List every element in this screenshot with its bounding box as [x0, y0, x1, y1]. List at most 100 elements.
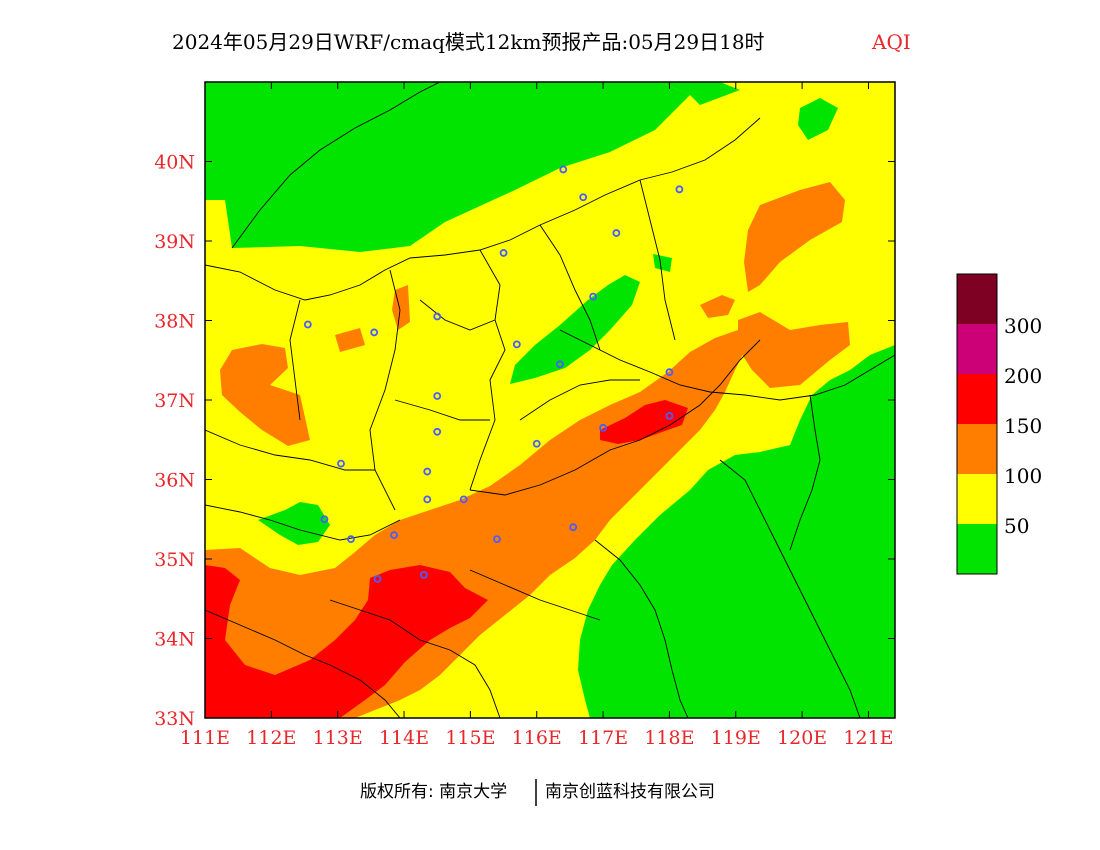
aqi-good-north: [205, 82, 690, 252]
aqi-usg-west-small-2: [335, 328, 365, 352]
station-marker: [675, 185, 684, 194]
station-marker: [320, 515, 329, 524]
y-tick-label: 37N: [154, 390, 195, 412]
legend-swatch-hazardous: [957, 274, 997, 324]
boundary-line: [419, 299, 496, 331]
station-marker: [569, 523, 578, 532]
legend-label: 100: [1004, 464, 1042, 488]
boundary-line: [539, 224, 601, 351]
x-tick-label: 111E: [180, 727, 230, 749]
station-marker: [559, 165, 568, 174]
station-marker: [459, 495, 468, 504]
y-tick-label: 40N: [154, 152, 195, 174]
legend: 300 200 150 100 50: [956, 273, 1042, 575]
map-title: 2024年05月29日WRF/cmaq模式12km预报产品:05月29日18时: [172, 30, 765, 54]
station-marker: [390, 531, 398, 540]
aqi-unhealthy-east: [600, 400, 688, 444]
station-marker: [433, 392, 442, 400]
station-marker: [347, 535, 355, 544]
y-tick-label: 39N: [154, 231, 195, 253]
station-marker: [512, 340, 521, 349]
station-marker: [420, 571, 428, 579]
station-marker: [373, 574, 382, 583]
station-marker: [579, 193, 588, 202]
station-marker: [423, 495, 432, 504]
legend-label: 300: [1004, 314, 1042, 338]
station-marker: [612, 229, 621, 237]
boundary-line: [205, 224, 541, 301]
x-tick-label: 114E: [379, 727, 429, 749]
legend-swatch-good: [957, 524, 997, 574]
boundary-line: [205, 504, 401, 541]
boundary-line: [639, 179, 676, 341]
aqi-usg-east-blob: [738, 312, 850, 388]
x-tick-label: 116E: [512, 727, 562, 749]
y-tick-label: 34N: [154, 629, 195, 651]
station-marker: [370, 328, 379, 337]
boundary-line: [205, 609, 401, 718]
boundary-line: [469, 569, 601, 621]
x-tick-label: 117E: [578, 727, 628, 749]
product-label: AQI: [871, 30, 911, 54]
boundary-line: [789, 394, 821, 551]
station-marker: [423, 467, 432, 476]
x-tick-label: 121E: [843, 727, 893, 749]
legend-swatch-usg: [957, 424, 997, 474]
boundary-line: [205, 429, 375, 471]
station-marker: [337, 459, 345, 468]
y-axis: 33N 34N 35N 36N 37N 38N 39N 40N: [154, 152, 895, 730]
station-marker: [665, 368, 674, 377]
aqi-good-north-tip: [660, 82, 740, 105]
legend-frame: [956, 273, 998, 575]
footer-copyright: 版权所有: 南京大学: [360, 782, 507, 802]
aqi-good-southeast: [578, 345, 895, 718]
boundary-line: [559, 329, 895, 401]
x-tick-label: 120E: [777, 727, 827, 749]
footer-company: 南京创蓝科技有限公司: [545, 782, 715, 802]
aqi-good-central-strip: [510, 275, 640, 384]
x-axis: 111E 112E 113E 114E 115E 116E 117E 118E 119E 120E…: [180, 82, 894, 749]
station-marker: [433, 312, 442, 321]
station-marker: [599, 423, 607, 432]
legend-swatch-unhealthy: [957, 374, 997, 424]
aqi-good-small-1: [653, 254, 672, 272]
boundary-line: [594, 539, 689, 718]
boundary-line: [231, 82, 441, 249]
station-marker: [665, 411, 674, 420]
aqi-map: [205, 82, 895, 718]
x-tick-label: 119E: [711, 727, 761, 749]
legend-swatch-very-unhealthy: [957, 324, 997, 374]
y-tick-label: 38N: [154, 311, 195, 333]
legend-swatch-moderate: [957, 474, 997, 524]
aqi-usg-west-blob: [220, 344, 310, 446]
x-tick-label: 112E: [246, 727, 296, 749]
legend-label: 150: [1004, 414, 1042, 438]
station-marker: [303, 320, 312, 329]
legend-label: 200: [1004, 364, 1042, 388]
station-marker: [556, 360, 564, 369]
legend-label: 50: [1004, 514, 1029, 538]
boundary-line: [719, 459, 861, 718]
station-marker: [433, 427, 442, 436]
y-tick-label: 35N: [154, 549, 195, 571]
boundary-line: [469, 339, 761, 496]
boundary-line: [539, 117, 761, 226]
aqi-unhealthy-south: [205, 565, 488, 718]
station-marker: [532, 439, 541, 448]
station-markers: [303, 165, 684, 583]
aqi-usg-ne-blob: [744, 182, 845, 292]
x-tick-label: 115E: [445, 727, 495, 749]
boundary-line: [329, 599, 501, 718]
station-marker: [499, 249, 508, 257]
station-marker: [589, 292, 598, 301]
x-tick-label: 118E: [644, 727, 694, 749]
boundary-line: [519, 379, 640, 421]
boundary-line: [289, 299, 301, 421]
aqi-good-west-patch: [258, 502, 330, 545]
boundary-line: [469, 249, 506, 491]
boundary-line: [394, 399, 490, 421]
aqi-usg-ne-small: [700, 295, 735, 318]
y-tick-label: 33N: [154, 708, 195, 730]
x-tick-label: 113E: [313, 727, 363, 749]
aqi-good-ne-patch: [798, 98, 838, 140]
